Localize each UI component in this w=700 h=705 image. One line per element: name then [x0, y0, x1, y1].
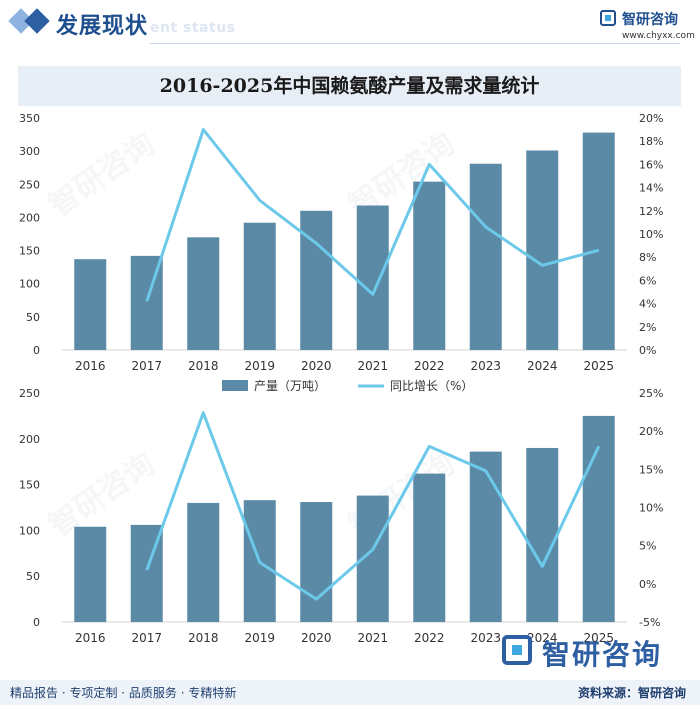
chart-title: 2016-2025年中国赖氨酸产量及需求量统计	[159, 75, 540, 97]
c1-left-tick-label: 350	[19, 112, 40, 125]
c1-category-label: 2020	[301, 359, 332, 373]
c2-category-label: 2020	[301, 631, 332, 643]
header-divider	[150, 43, 680, 44]
c2-right-tick-label: 15%	[639, 463, 663, 476]
c2-category-label: 2023	[470, 631, 501, 643]
c1-right-tick-label: 14%	[639, 182, 663, 195]
c1-category-label: 2024	[527, 359, 558, 373]
c2-category-label: 2019	[244, 631, 275, 643]
c2-left-tick-label: 0	[33, 616, 40, 629]
header-subtitle: ent status	[150, 20, 236, 36]
production-chart: 0 50 100 150 200 250 300 350 0% 2% 4% 6% 8% 10% 12% 14%…	[19, 112, 663, 393]
c1-category-label: 2025	[583, 359, 614, 373]
c1-growth-line	[145, 128, 600, 302]
c2-right-tick-label: 5%	[639, 540, 656, 553]
header-title: 发展现状	[56, 14, 149, 39]
c2-left-tick-label: 150	[19, 479, 40, 492]
c1-legend-bar-swatch	[222, 380, 248, 391]
c2-bar-2022	[413, 473, 446, 622]
footer: 精品报告 · 专项定制 · 品质服务 · 专精特新 资料来源：智研咨询	[0, 680, 700, 705]
c2-bar-2025	[582, 415, 615, 622]
c2-right-tick-label: 20%	[639, 425, 663, 438]
c1-category-label: 2022	[414, 359, 445, 373]
c2-right-tick-label: 0%	[639, 578, 656, 591]
c2-category-label: 2018	[188, 631, 219, 643]
c1-left-tick-label: 200	[19, 211, 40, 224]
c1-bar-2024	[526, 150, 559, 350]
c1-left-tick-label: 0	[33, 344, 40, 357]
c1-left-tick-label: 50	[26, 311, 40, 324]
c1-bar-2016	[74, 259, 107, 350]
c2-bar-2023	[469, 451, 502, 622]
c1-category-label: 2023	[470, 359, 501, 373]
c2-category-label: 2025	[583, 631, 614, 643]
c1-right-tick-label: 18%	[639, 135, 663, 148]
c2-bar-2020	[300, 502, 333, 622]
c2-category-label: 2016	[75, 631, 106, 643]
c1-right-tick-label: 0%	[639, 344, 656, 357]
c2-left-tick-label: 100	[19, 524, 40, 537]
c1-bar-2025	[582, 132, 615, 350]
c1-right-tick-label: 6%	[639, 274, 656, 287]
c2-left-tick-label: 50	[26, 570, 40, 583]
c2-category-label: 2022	[414, 631, 445, 643]
c1-left-tick-label: 250	[19, 178, 40, 191]
c1-category-label: 2016	[75, 359, 106, 373]
c2-category-label: 2021	[357, 631, 388, 643]
c1-left-tick-label: 300	[19, 145, 40, 158]
c1-right-tick-label: 20%	[639, 112, 663, 125]
c2-left-tick-label: 200	[19, 433, 40, 446]
c1-bar-2020	[300, 210, 333, 350]
c1-legend-line-label: 同比增长（%）	[390, 379, 473, 393]
c2-bar-2018	[187, 502, 220, 622]
header: ent status 发展现状 智研咨询 www.chyxx.com	[0, 0, 700, 50]
c2-right-tick-label: 25%	[639, 387, 663, 400]
c1-right-tick-label: 8%	[639, 251, 656, 264]
c1-right-tick-label: 10%	[639, 228, 663, 241]
c1-right-tick-label: 12%	[639, 205, 663, 218]
c1-category-label: 2018	[188, 359, 219, 373]
c1-left-tick-label: 150	[19, 245, 40, 258]
c1-bar-2018	[187, 237, 220, 350]
c1-right-tick-label: 4%	[639, 298, 656, 311]
c1-category-label: 2017	[131, 359, 162, 373]
brand-url: www.chyxx.com	[622, 31, 695, 41]
c1-category-label: 2021	[357, 359, 388, 373]
footer-source: 资料来源：智研咨询	[577, 686, 686, 700]
footer-slogan: 精品报告 · 专项定制 · 品质服务 · 专精特新	[10, 686, 237, 700]
c1-left-tick-label: 100	[19, 278, 40, 291]
c1-bar-2023	[469, 163, 502, 350]
brand-name: 智研咨询	[622, 12, 678, 28]
c1-right-tick-label: 16%	[639, 158, 663, 171]
c1-legend-bar-label: 产量（万吨）	[254, 379, 326, 393]
header-diamond-icon	[24, 8, 50, 34]
c2-left-tick-label: 250	[19, 387, 40, 400]
c2-category-label: 2017	[131, 631, 162, 643]
chart-title-bar: 2016-2025年中国赖氨酸产量及需求量统计	[18, 66, 681, 106]
brand-logo-large-icon	[502, 635, 532, 665]
c2-bar-2024	[526, 447, 559, 622]
c2-category-label: 2024	[527, 631, 558, 643]
c1-right-tick-label: 2%	[639, 321, 656, 334]
c2-growth-line	[145, 411, 601, 601]
c2-bar-2016	[74, 526, 107, 622]
demand-chart: 0 50 100 150 200 250 -5% 0% 5% 10% 15% 20% 25% 2016 20…	[19, 387, 663, 643]
c1-bar-2019	[243, 222, 276, 350]
brand-logo-icon	[600, 10, 616, 26]
brand-name-large: 智研咨询	[542, 638, 663, 671]
c2-right-tick-label: 10%	[639, 502, 663, 515]
c1-category-label: 2019	[244, 359, 275, 373]
c1-bar-2022	[413, 181, 446, 350]
c1-bar-2021	[356, 205, 389, 350]
c2-right-tick-label: -5%	[639, 616, 660, 629]
